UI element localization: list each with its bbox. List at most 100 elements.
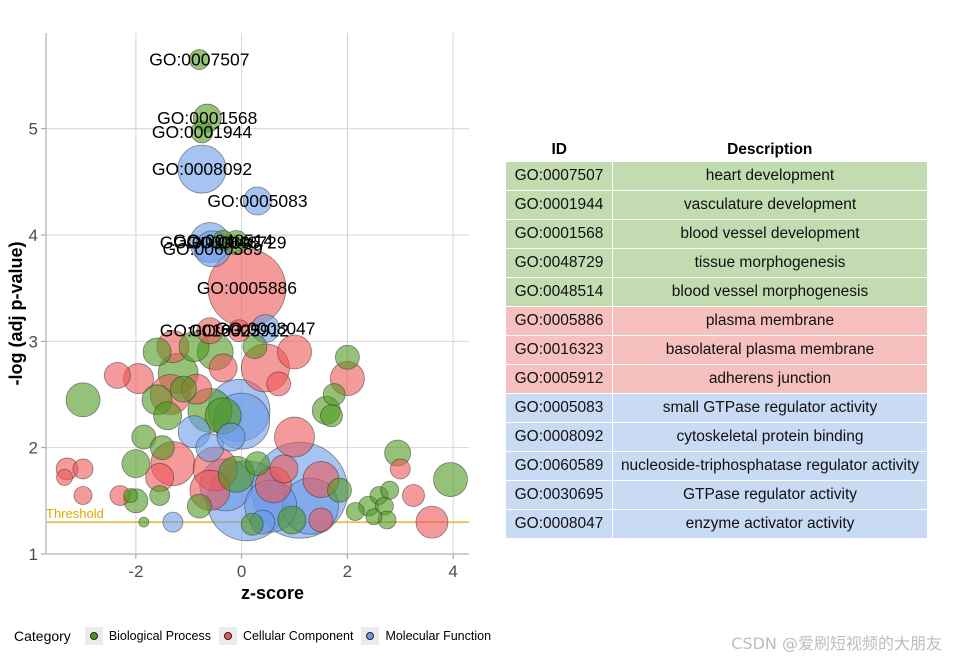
bubble-point: [190, 120, 214, 144]
go-description-cell: small GTPase regulator activity: [612, 393, 927, 423]
bubble-point: [121, 449, 151, 479]
x-tick-label: 4: [448, 562, 457, 581]
bubble-point: [320, 404, 343, 428]
table-row: GO:0048729 tissue morphogenesis: [506, 248, 927, 278]
bubble-point: [177, 144, 227, 194]
go-description-cell: nucleoside-triphosphatase regulator acti…: [612, 451, 927, 481]
table-row: GO:0060589 nucleoside-triphosphatase regu…: [506, 451, 927, 481]
table-row: GO:0030695 GTPase regulator activity: [506, 480, 927, 510]
bubble-point: [345, 502, 365, 521]
x-tick-label: 2: [343, 562, 352, 581]
point-label: GO:0008047: [215, 319, 315, 339]
legend-item-biological-process: Biological Process: [84, 627, 211, 645]
bubble-point: [266, 371, 292, 397]
bubble-point: [153, 401, 183, 431]
legend-swatch-bp: [89, 632, 98, 640]
bubble-point: [227, 319, 251, 343]
go-description-cell: tissue morphogenesis: [612, 248, 927, 278]
point-label: GO:0005083: [207, 191, 307, 211]
point-label: GO:0030695: [160, 232, 260, 252]
go-id-cell: GO:0060589: [506, 451, 613, 481]
bubble-point: [240, 512, 264, 536]
go-id-cell: GO:0030695: [506, 480, 613, 510]
table-row: GO:0005083 small GTPase regulator activit…: [506, 393, 927, 423]
bubble-point: [243, 186, 272, 216]
bubble-point: [103, 361, 131, 389]
legend-label: Cellular Component: [242, 629, 354, 643]
go-description-cell: cytoskeletal protein binding: [612, 422, 927, 452]
bubble-point: [277, 505, 307, 535]
go-id-cell: GO:0008047: [506, 509, 613, 539]
x-tick-label: 0: [237, 562, 246, 581]
bubble-point: [322, 383, 346, 406]
x-tick-label: -2: [128, 562, 143, 581]
bubble-point: [72, 458, 94, 480]
point-label: GO:0001944: [152, 122, 252, 142]
go-id-cell: GO:0048729: [506, 248, 613, 278]
bubble-point: [65, 382, 101, 418]
table-row: GO:0016323 basolateral plasma membrane: [506, 335, 927, 365]
legend-item-molecular-function: Molecular Function: [361, 627, 491, 645]
go-description-cell: blood vessel morphogenesis: [612, 277, 927, 307]
point-label: GO:0005912: [189, 321, 289, 341]
table-row: GO:0001568 blood vessel development: [506, 219, 927, 249]
point-label: GO:0016323: [160, 321, 260, 341]
go-id-cell: GO:0016323: [506, 335, 613, 365]
bubble-point: [242, 334, 268, 360]
x-axis-title: z-score: [241, 583, 304, 603]
y-axis-title: -log (adj p-value): [6, 241, 26, 385]
bubble-point: [402, 484, 425, 507]
table-body: GO:0007507 heart development GO:0001944 vas…: [506, 162, 927, 539]
bubble-point: [389, 458, 411, 480]
bubble-point: [170, 375, 197, 403]
go-id-cell: GO:0001944: [506, 190, 613, 220]
bubble-point: [245, 451, 270, 477]
bubble-point: [149, 435, 175, 461]
go-id-cell: GO:0007507: [506, 162, 613, 191]
legend-label: Biological Process: [108, 629, 211, 643]
go-id-cell: GO:0005886: [506, 306, 613, 336]
bubble-point: [216, 422, 246, 452]
go-description-cell: heart development: [612, 162, 927, 191]
bubble-point: [308, 507, 334, 533]
bubble-point: [433, 462, 468, 497]
point-label: GO:0005886: [197, 278, 297, 298]
y-tick-label: 1: [29, 545, 38, 564]
point-label: GO:0048514: [173, 230, 273, 250]
point-label: GO:0048729: [186, 232, 286, 252]
legend-swatch-cc: [223, 632, 232, 640]
watermark: CSDN @爱刷短视频的大朋友: [731, 634, 942, 653]
bubble-point: [73, 486, 93, 505]
table-row: GO:0001944 vasculature development: [506, 190, 927, 220]
go-description-cell: vasculature development: [612, 190, 927, 220]
bubble-point: [142, 337, 172, 367]
bubble-chart: Threshold GO:0007507 GO:0001568GO:0001944…: [6, 33, 469, 603]
bubble-point: [274, 416, 315, 458]
point-label: GO:0060589: [162, 239, 262, 259]
legend-item-cellular-component: Cellular Component: [218, 627, 354, 645]
bubble-point: [269, 454, 299, 484]
go-id-cell: GO:0001568: [506, 219, 613, 249]
go-description-cell: GTPase regulator activity: [612, 480, 927, 510]
go-id-cell: GO:0005083: [506, 393, 613, 423]
table-header-row: ID Description: [506, 138, 927, 162]
bubble-point: [131, 424, 157, 450]
table-row: GO:0008092 cytoskeletal protein binding: [506, 422, 927, 452]
bubble-point: [188, 49, 210, 70]
legend-swatch-mf: [366, 632, 375, 640]
go-description-cell: plasma membrane: [612, 306, 927, 336]
bubble-point: [380, 480, 400, 500]
bubble-point: [186, 493, 212, 519]
point-label: GO:0008092: [152, 159, 252, 179]
axes: -2 0 2 4 1 2 3 4 5 z-score -log (adj p-value): [6, 33, 469, 603]
y-tick-label: 3: [29, 332, 38, 351]
bubble-point: [149, 485, 171, 506]
y-tick-label: 2: [29, 439, 38, 458]
bubble-point: [123, 488, 139, 503]
id-column-header: ID: [551, 141, 568, 158]
table-row: GO:0008047 enzyme activator activity: [506, 509, 927, 539]
bubble-point: [365, 508, 383, 526]
bubble-point: [196, 317, 224, 345]
y-tick-label: 5: [29, 120, 38, 139]
